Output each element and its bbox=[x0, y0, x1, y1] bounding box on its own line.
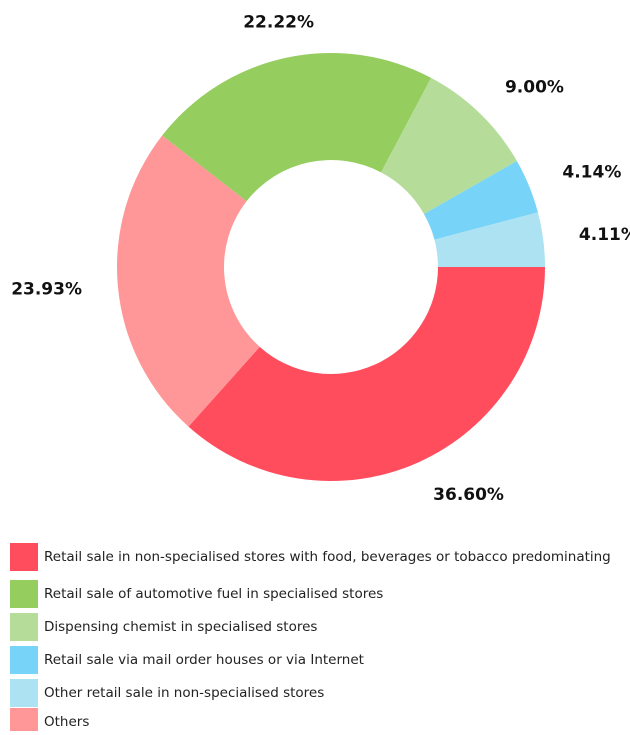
legend-label: Retail sale via mail order houses or via… bbox=[44, 652, 364, 668]
slice-label: 9.00% bbox=[505, 77, 564, 97]
legend-swatch bbox=[10, 580, 38, 608]
donut-slice bbox=[162, 52, 432, 202]
legend-label: Retail sale in non-specialised stores wi… bbox=[44, 549, 611, 565]
donut-slice bbox=[188, 267, 546, 482]
legend-label: Others bbox=[44, 714, 89, 730]
donut-slice bbox=[423, 160, 538, 240]
legend-swatch bbox=[10, 679, 38, 707]
donut-slice bbox=[434, 212, 545, 267]
slice-label: 23.93% bbox=[11, 280, 82, 300]
legend-swatch bbox=[10, 613, 38, 641]
legend-swatch bbox=[10, 708, 38, 735]
slice-label: 4.14% bbox=[562, 162, 621, 182]
legend-label: Other retail sale in non-specialised sto… bbox=[44, 685, 324, 701]
donut-slice bbox=[117, 135, 260, 427]
legend-swatch bbox=[10, 543, 38, 571]
slice-label: 22.22% bbox=[243, 13, 314, 33]
donut-slice bbox=[381, 77, 517, 214]
slice-label: 36.60% bbox=[433, 485, 504, 505]
slice-label: 4.11% bbox=[579, 225, 630, 245]
legend-label: Retail sale of automotive fuel in specia… bbox=[44, 586, 383, 602]
legend-swatch bbox=[10, 646, 38, 674]
legend-label: Dispensing chemist in specialised stores bbox=[44, 619, 317, 635]
